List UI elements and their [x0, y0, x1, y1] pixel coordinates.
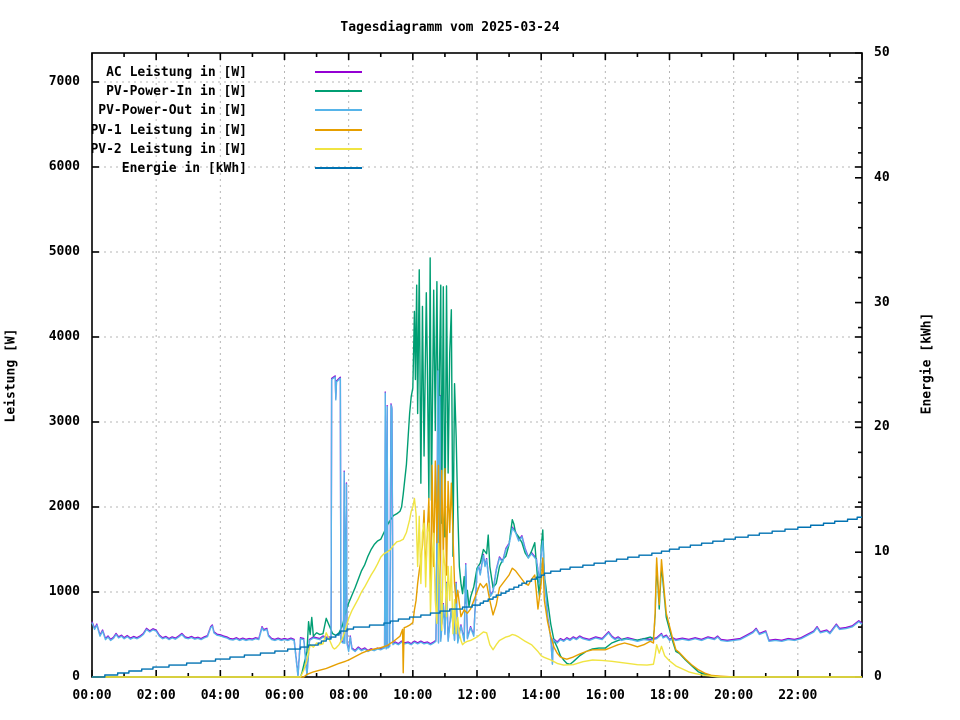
x-tick-label: 14:00	[521, 688, 561, 703]
x-tick-label: 12:00	[457, 688, 497, 703]
x-tick-label: 04:00	[200, 688, 240, 703]
y-right-tick-label: 10	[874, 544, 890, 560]
y-left-tick-label: 0	[72, 669, 80, 684]
y-left-tick-label: 3000	[48, 413, 80, 429]
legend-row: PV-Power-In in [W]	[100, 81, 365, 100]
y-left-tick-label: 2000	[48, 498, 80, 514]
x-tick-label: 08:00	[329, 688, 369, 703]
x-tick-label: 20:00	[714, 688, 754, 703]
x-tick-label: 22:00	[778, 688, 818, 703]
y-right-tick-label: 0	[874, 669, 882, 684]
y-axis-label-left: Leistung [W]	[3, 328, 19, 423]
y-right-tick-label: 50	[874, 45, 890, 60]
y-axis-label-right: Energie [kWh]	[919, 312, 935, 415]
legend-label: PV-Power-In in [W]	[106, 84, 247, 100]
y-right-tick-label: 20	[874, 419, 890, 435]
legend-row: AC Leistung in [W]	[100, 62, 365, 81]
y-left-tick-label: 4000	[48, 328, 80, 344]
legend-line-sample	[315, 109, 362, 112]
legend-row: Energie in [kWh]	[100, 158, 365, 177]
legend-line-sample	[315, 71, 362, 73]
x-tick-label: 00:00	[72, 688, 112, 703]
x-tick-label: 06:00	[264, 688, 305, 703]
legend-row: PV-Power-Out in [W]	[98, 100, 365, 119]
x-tick-label: 10:00	[393, 688, 433, 703]
y-left-tick-label: 5000	[48, 243, 80, 259]
legend-row: PV-1 Leistung in [W]	[90, 120, 365, 139]
y-left-tick-label: 1000	[48, 583, 80, 599]
legend-label: AC Leistung in [W]	[106, 65, 247, 80]
legend-line-sample	[315, 128, 362, 131]
legend-label: Energie in [kWh]	[121, 161, 247, 176]
legend-row: PV-2 Leistung in [W]	[90, 139, 365, 158]
x-tick-label: 02:00	[136, 688, 176, 703]
x-tick-label: 16:00	[585, 688, 625, 703]
y-right-tick-label: 40	[874, 169, 890, 185]
y-left-tick-label: 7000	[48, 73, 80, 89]
legend-label: PV-1 Leistung in [W]	[90, 122, 247, 138]
x-tick-label: 18:00	[649, 688, 690, 703]
legend-label: PV-2 Leistung in [W]	[90, 141, 247, 157]
y-left-tick-label: 6000	[48, 158, 80, 174]
legend-line-sample	[315, 90, 362, 93]
legend-line-sample	[315, 147, 362, 150]
chart-title: Tagesdiagramm vom 2025-03-24	[340, 20, 560, 35]
y-right-tick-label: 30	[874, 294, 890, 310]
legend-label: PV-Power-Out in [W]	[98, 103, 247, 119]
legend-line-sample	[315, 167, 362, 169]
